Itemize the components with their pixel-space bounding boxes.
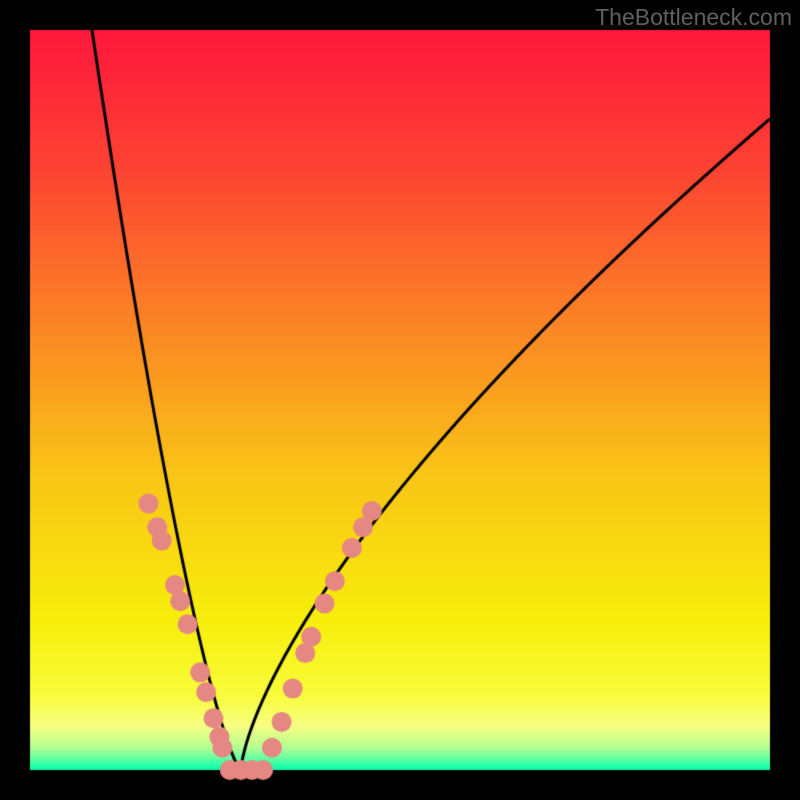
bottleneck-chart-canvas — [0, 0, 800, 800]
watermark-label: TheBottleneck.com — [595, 4, 792, 31]
chart-container: TheBottleneck.com — [0, 0, 800, 800]
